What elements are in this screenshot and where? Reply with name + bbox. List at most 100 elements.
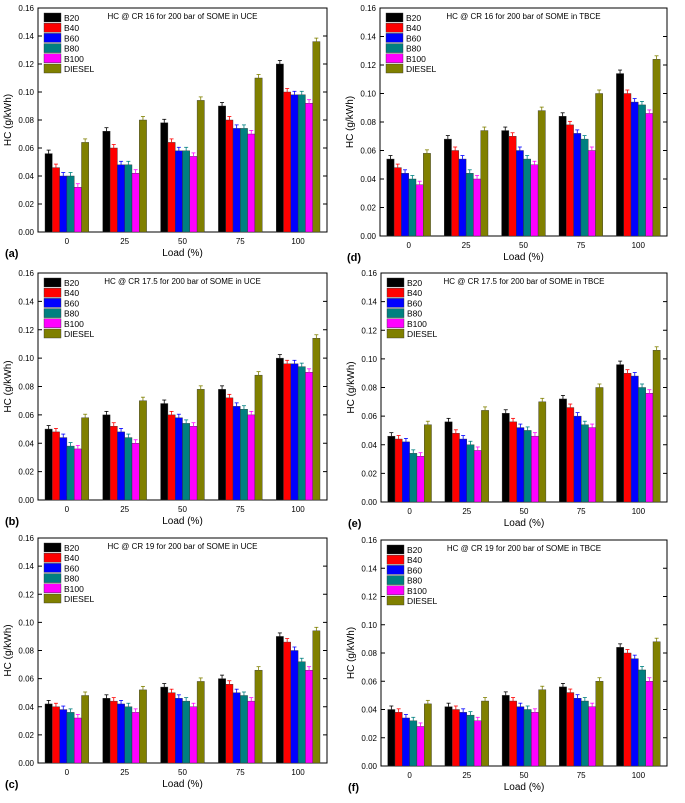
y-tick-label: 0.04 [361,706,377,715]
x-tick-label: 75 [577,771,586,780]
bar-diesel [595,387,604,503]
panel-label: (e) [348,518,362,530]
legend-swatch-b40 [43,23,62,33]
legend-swatch-b40 [43,288,62,298]
x-tick-label: 50 [178,237,187,246]
x-tick-label: 25 [120,505,129,514]
bar-b60 [117,164,125,233]
legend-swatch-b60 [43,298,62,308]
legend-swatch-b100 [43,583,62,593]
legend-label: B100 [64,319,84,329]
x-tick-label: 50 [520,771,529,780]
bar-b20 [218,678,226,764]
legend-swatch-b60 [43,33,62,43]
y-tick-label: 0.02 [18,200,34,209]
chart-panel: 0.00 0.02 0.04 0.06 0.08 0.10 0.12 0.14 0.16 0 25 5… [3,269,328,528]
bar-b60 [459,438,468,503]
y-tick-label: 0.08 [361,384,377,393]
y-tick-label: 0.10 [361,355,377,364]
y-tick-label: 0.04 [18,703,34,712]
chart-title: HC @ CR 17.5 for 200 bar of SOME in UCE [104,277,261,286]
bar-b80 [124,706,133,764]
x-tick-label: 25 [120,768,129,777]
legend-swatch-b100 [386,585,405,595]
bar-diesel [537,110,546,237]
y-tick-label: 0.04 [18,172,34,181]
bar-b20 [44,703,53,764]
bar-b60 [59,175,68,233]
bar-b80 [523,709,532,767]
y-axis-label: HC (g/kWh) [3,624,14,676]
legend-label: B60 [64,563,79,573]
bar-diesel [139,400,147,501]
bar-diesel [595,93,604,237]
bar-b100 [473,450,482,503]
x-tick-label: 100 [291,768,305,777]
legend-label: B100 [64,54,84,64]
legend-swatch-b60 [385,33,404,43]
legend-swatch-b80 [385,43,404,53]
bar-diesel [480,130,489,237]
x-tick-label: 0 [407,507,412,516]
legend-swatch-diesel [43,593,62,604]
legend-swatch-b40 [43,553,62,563]
bar-b100 [247,700,256,764]
y-tick-label: 0.10 [18,618,34,627]
bar-b20 [616,647,625,767]
bar-diesel [424,424,432,503]
bar-b60 [573,415,582,503]
bar-b100 [247,414,256,501]
legend-label: B20 [64,278,79,288]
bar-b20 [276,357,284,501]
bar-diesel [254,669,263,764]
bar-b80 [297,661,306,764]
bar-b20 [102,414,111,501]
bar-diesel [538,689,547,767]
legend-swatch-b100 [43,53,62,63]
bar-b40 [52,431,60,501]
x-axis-label: Load (%) [162,779,203,790]
bar-b20 [218,389,226,501]
y-tick-label: 0.12 [18,60,34,69]
bar-b80 [408,178,417,237]
bar-b100 [73,717,82,764]
y-axis-label: HC (g/kWh) [3,360,14,412]
bar-diesel [652,350,661,503]
y-tick-label: 0.02 [361,734,377,743]
bar-b20 [44,153,53,233]
x-tick-label: 75 [236,505,245,514]
legend-label: B80 [406,44,421,54]
legend-swatch-b20 [43,542,62,553]
legend-swatch-diesel [43,63,62,74]
bar-b60 [516,150,524,237]
legend-swatch-b100 [385,53,404,63]
legend-label: B60 [406,33,421,43]
x-tick-label: 75 [236,768,245,777]
bar-b60 [459,712,468,767]
bar-b40 [283,363,292,501]
legend-label: DIESEL [64,594,95,604]
bar-b100 [473,720,482,767]
bar-b80 [240,128,248,233]
bar-b40 [393,167,402,237]
bar-b60 [117,431,125,501]
panel-label: (a) [5,248,19,260]
bar-b80 [297,94,306,233]
bar-b100 [645,393,654,503]
bar-b60 [232,128,241,233]
x-tick-label: 25 [462,507,471,516]
y-tick-label: 0.06 [361,412,377,421]
y-tick-label: 0.14 [18,32,34,41]
y-tick-label: 0.00 [18,228,34,237]
y-tick-label: 0.04 [361,441,377,450]
y-tick-label: 0.06 [18,144,34,153]
x-tick-label: 75 [577,507,586,516]
bar-diesel [424,703,432,767]
bar-b60 [630,101,639,237]
bar-diesel [81,142,90,233]
bar-b100 [645,681,654,767]
bar-b40 [394,712,403,767]
y-tick-label: 0.00 [361,498,377,507]
bar-b60 [516,427,525,503]
